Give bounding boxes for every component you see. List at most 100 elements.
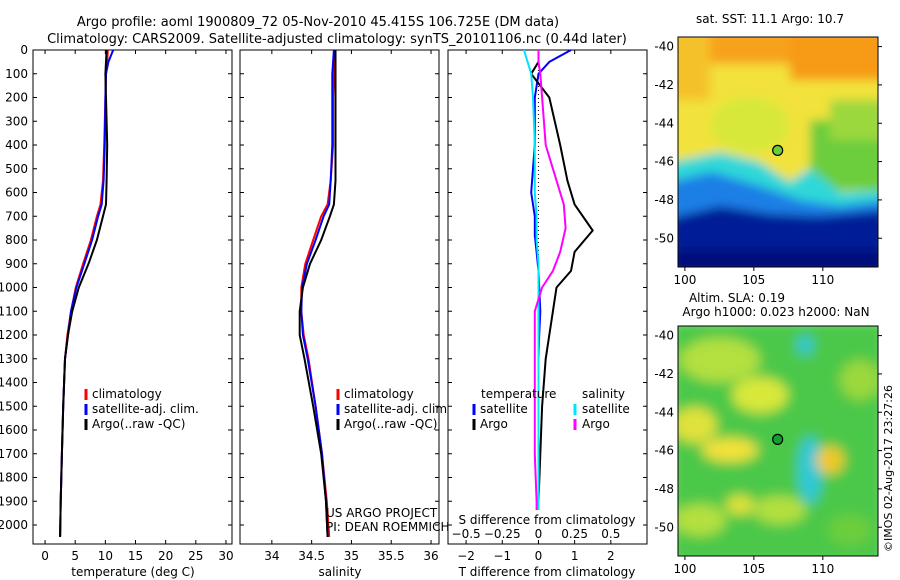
map-ytick-label: -50 (654, 231, 674, 245)
map-xtick-label: 100 (673, 273, 696, 287)
difference-legend: temperature salinitysatelliteArgosatellit… (472, 387, 630, 431)
legend-label: Argo (480, 417, 508, 431)
ytick-label: 1900 (0, 494, 28, 508)
series-satellite-adj-clim- (300, 49, 335, 537)
argo-position-marker (772, 144, 784, 156)
s-tick-label: −0.5 (452, 527, 481, 541)
s-difference-tick-labels: −0.5 −0.25 0 0.25 0.5 (452, 527, 621, 541)
sst-map-frame (677, 36, 879, 268)
ytick-label: 900 (5, 257, 28, 271)
xtick-label: 30 (218, 549, 233, 563)
difference-series (523, 49, 594, 537)
xtick-label: 2 (607, 549, 615, 563)
xtick-label: 0 (41, 549, 49, 563)
map-ytick-label: -46 (654, 444, 674, 458)
copyright-stamp: ©IMOS 02-Aug-2017 23:27:26 (882, 385, 895, 552)
legend-label: Argo (582, 417, 610, 431)
ytick-label: 200 (5, 91, 28, 105)
legend-label: satellite (480, 402, 528, 416)
xtick-label: 0 (535, 549, 543, 563)
ytick-label: 1200 (0, 328, 28, 342)
s-difference-label: S difference from climatology (459, 513, 636, 527)
legend-label: satellite-adj. clim. (92, 402, 199, 416)
difference-label-background (463, 510, 639, 540)
map-ytick-label: -48 (654, 482, 674, 496)
sla-map-subtitle: Argo h1000: 0.023 h2000: NaN (682, 305, 869, 319)
xtick-label: 10 (98, 549, 113, 563)
map-ytick-label: -44 (654, 405, 674, 419)
legend-temperature-heading: temperature (481, 387, 556, 401)
map-xtick-label: 100 (673, 562, 696, 576)
ytick-label: 1600 (0, 423, 28, 437)
s-tick-label: 0.5 (601, 527, 620, 541)
title-line-1: Argo profile: aoml 1900809_72 05-Nov-201… (77, 15, 559, 30)
salinity-ticks: 34 34.5 35 35.5 36 (264, 50, 439, 563)
map-xtick-label: 105 (742, 562, 765, 576)
sla-map-ticks: -40 -42 -44 -46 -48 -50 100 105 110 (654, 329, 882, 576)
difference-axes-frame (447, 49, 648, 545)
xtick-label: 25 (188, 549, 203, 563)
salinity-axes-frame (239, 49, 440, 545)
xtick-label: 5 (71, 549, 79, 563)
xtick-label: 34.5 (298, 549, 325, 563)
map-ytick-label: -42 (654, 78, 674, 92)
series-s-argo (533, 50, 567, 537)
t-difference-label: T difference from climatology (458, 565, 636, 579)
ytick-label: 100 (5, 67, 28, 81)
legend-salinity-heading: salinity (582, 387, 625, 401)
series-argo-raw-qc- (298, 50, 337, 537)
temperature-axes-frame (32, 49, 233, 545)
legend-label: Argo(..raw -QC) (92, 417, 185, 431)
ytick-label: 1400 (0, 376, 28, 390)
ytick-label: 1000 (0, 281, 28, 295)
xtick-label: 20 (158, 549, 173, 563)
xtick-label: 15 (128, 549, 143, 563)
ytick-label: 800 (5, 233, 28, 247)
project-annotation-line-2: PI: DEAN ROEMMICH (326, 520, 449, 534)
depth-ticks: 0 100 200 300 400 500 600 700 800 900 1000 1100 1200… (0, 43, 232, 532)
s-tick-label: 0 (535, 527, 543, 541)
salinity-xlabel: salinity (318, 565, 361, 579)
sst-map-title: sat. SST: 11.1 Argo: 10.7 (696, 12, 844, 26)
series-s-satellite (523, 49, 540, 537)
ytick-label: 1500 (0, 399, 28, 413)
temperature-series (59, 49, 115, 537)
sst-field (678, 37, 878, 267)
map-ytick-label: -40 (654, 40, 674, 54)
legend-label: climatology (92, 387, 162, 401)
map-ytick-label: -46 (654, 155, 674, 169)
ytick-label: 0 (20, 43, 28, 57)
ytick-label: 1800 (0, 471, 28, 485)
series-argo-raw-qc- (59, 49, 109, 537)
sst-map-ticks: -40 -42 -44 -46 -48 -50 100 105 110 (654, 40, 882, 287)
salinity-series (298, 49, 337, 537)
legend-label: Argo(..raw -QC) (344, 417, 437, 431)
xtick-label: 1 (571, 549, 579, 563)
s-tick-label: −0.25 (484, 527, 521, 541)
map-ytick-label: -42 (654, 367, 674, 381)
map-ytick-label: -48 (654, 193, 674, 207)
sla-map-frame (677, 325, 879, 557)
temperature-xlabel: temperature (deg C) (71, 565, 194, 579)
xtick-label: 35 (344, 549, 359, 563)
sla-map-panel: Altim. SLA: 0.19 Argo h1000: 0.023 h2000… (654, 291, 882, 576)
series-t-argo (530, 50, 594, 537)
ytick-label: 700 (5, 209, 28, 223)
title-line-2: Climatology: CARS2009. Satellite-adjuste… (47, 32, 627, 47)
sst-map-panel: sat. SST: 11.1 Argo: 10.7 -40-42-44-46-4… (654, 12, 882, 287)
ytick-label: 2000 (0, 518, 28, 532)
map-xtick-label: 110 (811, 562, 834, 576)
xtick-label: −2 (457, 549, 475, 563)
ytick-label: 1700 (0, 447, 28, 461)
map-xtick-label: 105 (742, 273, 765, 287)
map-ytick-label: -40 (654, 329, 674, 343)
ytick-label: 600 (5, 186, 28, 200)
difference-depth-ticks (448, 49, 647, 526)
map-xtick-label: 110 (811, 273, 834, 287)
legend-label: satellite-adj. clim. (344, 402, 451, 416)
temperature-panel: 0100200300400500600700800900100011001200… (0, 43, 234, 579)
temperature-ticks: 0 5 10 15 20 25 30 (41, 50, 234, 563)
